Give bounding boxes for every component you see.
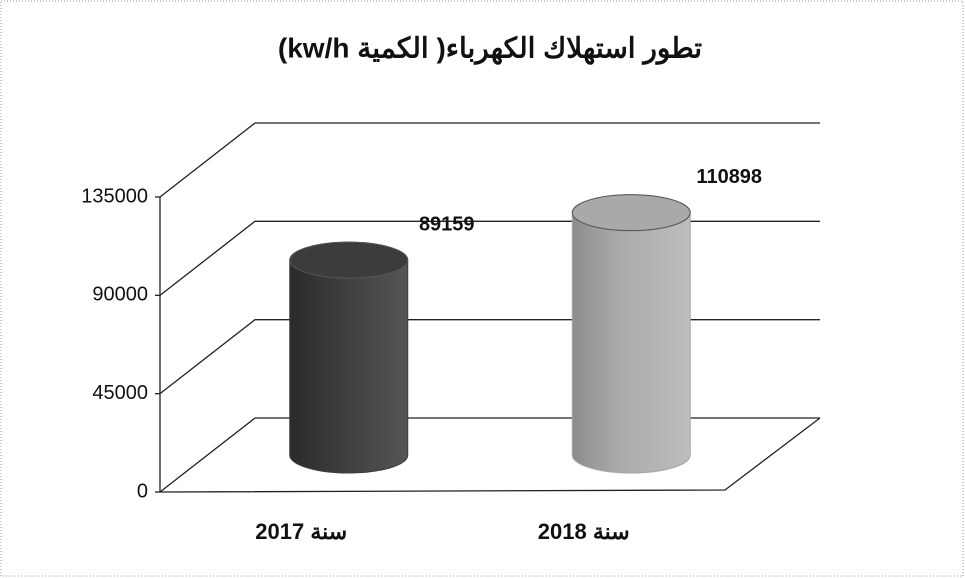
grid-line [159, 319, 820, 395]
y-tick-label: 0 [137, 480, 148, 502]
chart-title: تطور استهلاك الكهرباء( الكمية kw/h) [278, 32, 702, 65]
value-label: 89159 [419, 213, 475, 235]
y-tick-label: 90000 [92, 284, 148, 306]
bar-top [289, 241, 409, 279]
x-tick-label: سنة 2018 [538, 519, 630, 544]
value-label: 110898 [696, 166, 762, 188]
bar-top [571, 194, 691, 232]
bar [571, 194, 691, 474]
grid-line [159, 417, 820, 493]
x-tick-label: سنة 2017 [255, 519, 347, 544]
y-tick-label: 45000 [92, 382, 148, 404]
floor-edge [159, 417, 821, 493]
y-tick-label: 135000 [81, 185, 148, 207]
grid-line [159, 122, 820, 198]
grid-line [159, 220, 820, 296]
